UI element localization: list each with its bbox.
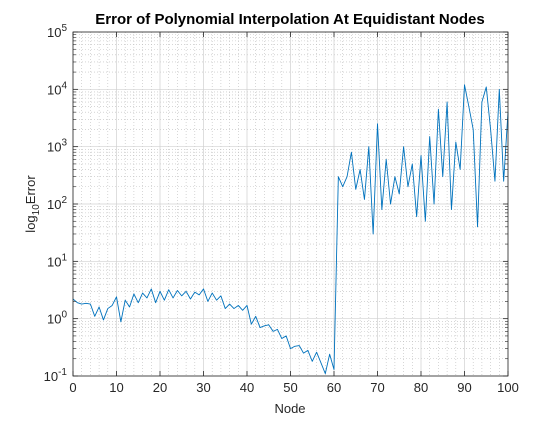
series-line xyxy=(72,84,509,375)
x-tick-label: 20 xyxy=(153,380,167,395)
y-tick-label: 103 xyxy=(47,138,67,155)
x-tick-label: 70 xyxy=(370,380,384,395)
y-tick-labels: 10-1 100 101 102 103 104 105 xyxy=(44,23,68,384)
y-tick-label: 105 xyxy=(47,23,67,40)
tick-marks xyxy=(72,31,509,377)
x-tick-label: 50 xyxy=(283,380,297,395)
x-tick-labels: 0 10 20 30 40 50 60 70 80 90 100 xyxy=(69,380,518,395)
y-tick-label: 101 xyxy=(47,252,67,269)
series-layer xyxy=(72,84,509,375)
x-tick-label: 90 xyxy=(457,380,471,395)
x-tick-label: 60 xyxy=(327,380,341,395)
chart-title: Error of Polynomial Interpolation At Equ… xyxy=(95,11,484,28)
y-tick-label: 104 xyxy=(47,80,67,97)
x-axis-label: Node xyxy=(274,401,305,416)
y-tick-label: 102 xyxy=(47,195,67,212)
x-tick-label: 100 xyxy=(497,380,519,395)
y-axis-label-rest: Error xyxy=(23,175,38,205)
y-axis-label: log10Error xyxy=(23,175,42,233)
y-tick-label: 10-1 xyxy=(44,367,68,384)
x-tick-label: 40 xyxy=(240,380,254,395)
y-tick-label: 100 xyxy=(47,310,67,327)
x-tick-label: 10 xyxy=(109,380,123,395)
x-tick-label: 80 xyxy=(414,380,428,395)
y-axis-label-subscript: 10 xyxy=(31,204,42,216)
x-tick-label: 0 xyxy=(69,380,76,395)
x-tick-label: 30 xyxy=(196,380,210,395)
y-axis-label-base: log xyxy=(23,215,38,232)
